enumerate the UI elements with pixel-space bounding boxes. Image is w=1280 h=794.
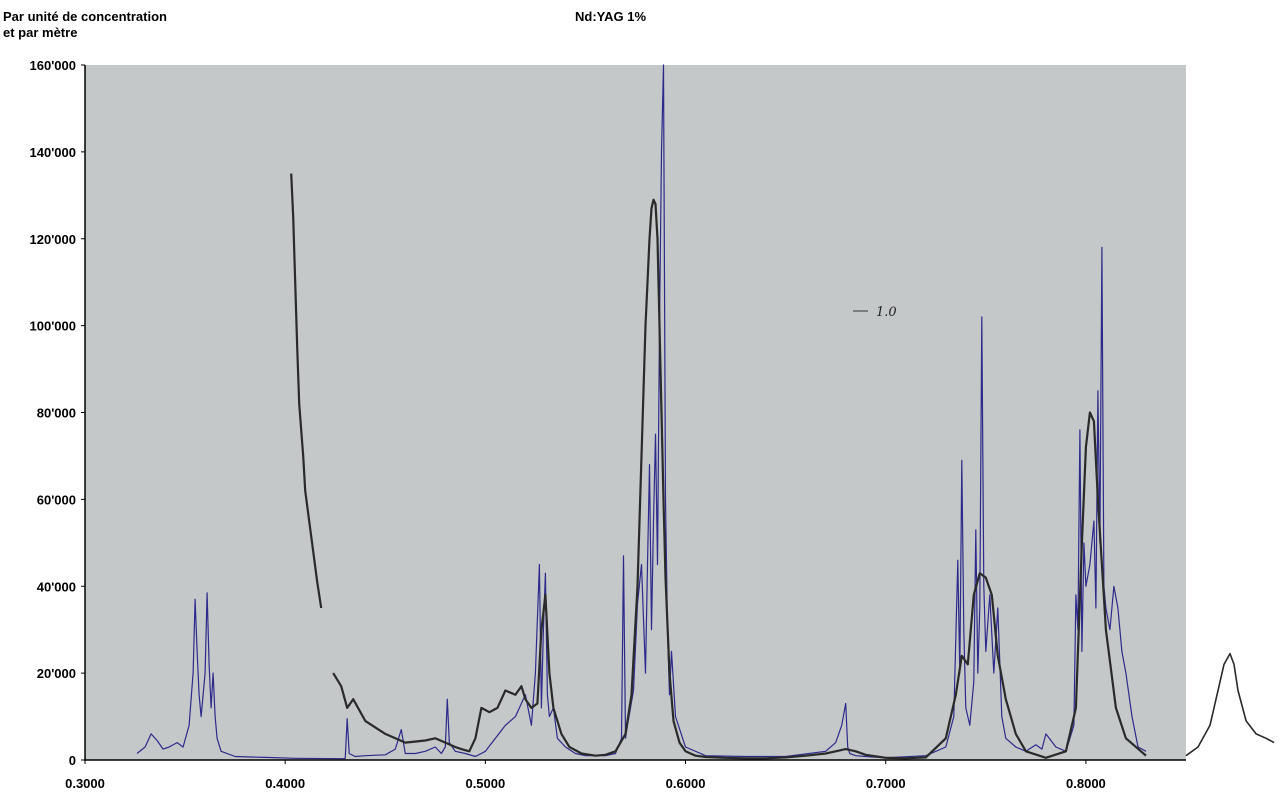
y-tick-label: 40'000	[37, 579, 76, 594]
y-tick-label: 100'000	[30, 319, 76, 334]
x-tick-label: 0.5000	[465, 776, 505, 791]
series-line-4	[1185, 652, 1275, 757]
y-tick-label: 0	[69, 753, 76, 768]
y-tick-label: 140'000	[30, 145, 76, 160]
x-tick-label: 0.6000	[666, 776, 706, 791]
axes-layer	[81, 64, 1186, 764]
x-tick-label: 0.8000	[1066, 776, 1106, 791]
series-line-2	[290, 173, 323, 609]
annotation-text: 1.0	[876, 305, 897, 320]
annotation-layer: 1.0	[853, 305, 897, 320]
x-tick-labels: 0.3000 0.4000 0.5000 0.6000 0.7000 0.8000	[65, 776, 1106, 791]
y-axis-title: Par unité de concentration et par mètre	[3, 9, 167, 41]
y-axis-title-line1: Par unité de concentration	[3, 9, 167, 24]
series-line-3	[332, 198, 1147, 760]
y-tick-label: 160'000	[30, 58, 76, 73]
y-axis-title-line2: et par mètre	[3, 25, 78, 40]
series-line-1	[136, 64, 1147, 760]
y-tick-label: 80'000	[37, 406, 76, 421]
y-tick-labels: 0 20'000 40'000 60'000 80'000 100'000 120'000 1…	[30, 58, 76, 768]
series-layer	[136, 64, 1275, 760]
x-tick-label: 0.4000	[265, 776, 305, 791]
x-tick-label: 0.3000	[65, 776, 105, 791]
y-tick-label: 20'000	[37, 666, 76, 681]
y-tick-label: 120'000	[30, 232, 76, 247]
y-tick-label: 60'000	[37, 492, 76, 507]
chart-title: Nd:YAG 1%	[575, 9, 647, 24]
x-tick-label: 0.7000	[866, 776, 906, 791]
